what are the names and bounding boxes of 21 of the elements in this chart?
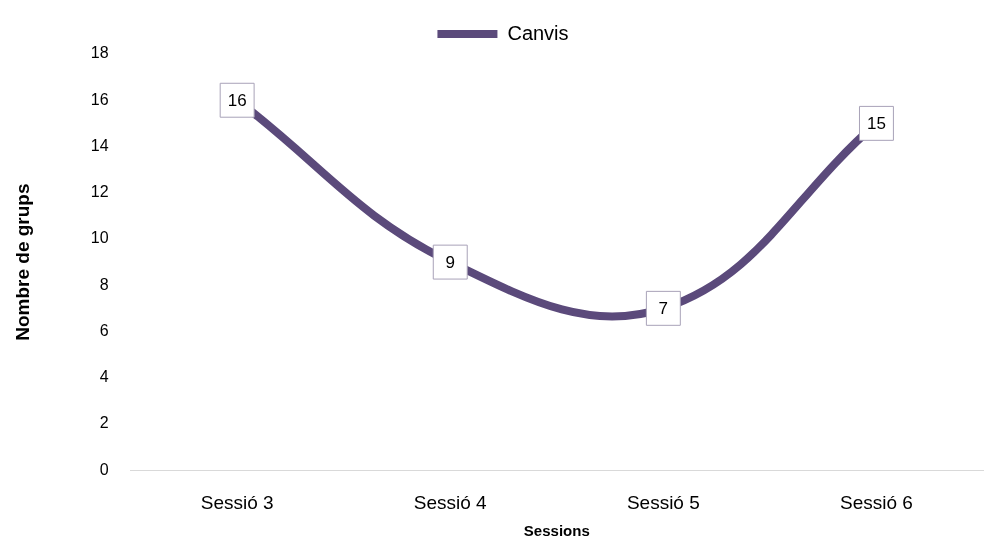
y-tick-label: 8: [99, 275, 109, 293]
x-tick-label: Sessió 3: [200, 491, 274, 513]
y-tick-label: 16: [90, 90, 109, 108]
y-tick-label: 14: [90, 136, 109, 154]
data-label: 9: [445, 252, 455, 272]
x-axis-title: Sessions: [523, 522, 590, 540]
y-tick-label: 2: [99, 414, 109, 432]
legend-label: Canvis: [507, 21, 569, 44]
x-tick-label: Sessió 4: [413, 491, 488, 513]
y-tick-label: 18: [90, 44, 109, 62]
x-tick-label: Sessió 5: [626, 491, 700, 513]
data-label: 15: [866, 114, 886, 134]
y-axis-title: Nombre de grups: [11, 183, 33, 341]
data-label: 7: [658, 299, 669, 319]
y-tick-label: 10: [90, 229, 109, 247]
x-tick-label: Sessió 6: [840, 491, 913, 513]
y-tick-label: 6: [99, 321, 109, 339]
y-tick-label: 12: [90, 183, 109, 201]
y-tick-label: 4: [99, 368, 109, 386]
y-tick-label: 0: [99, 460, 109, 478]
data-label: 16: [227, 90, 247, 110]
